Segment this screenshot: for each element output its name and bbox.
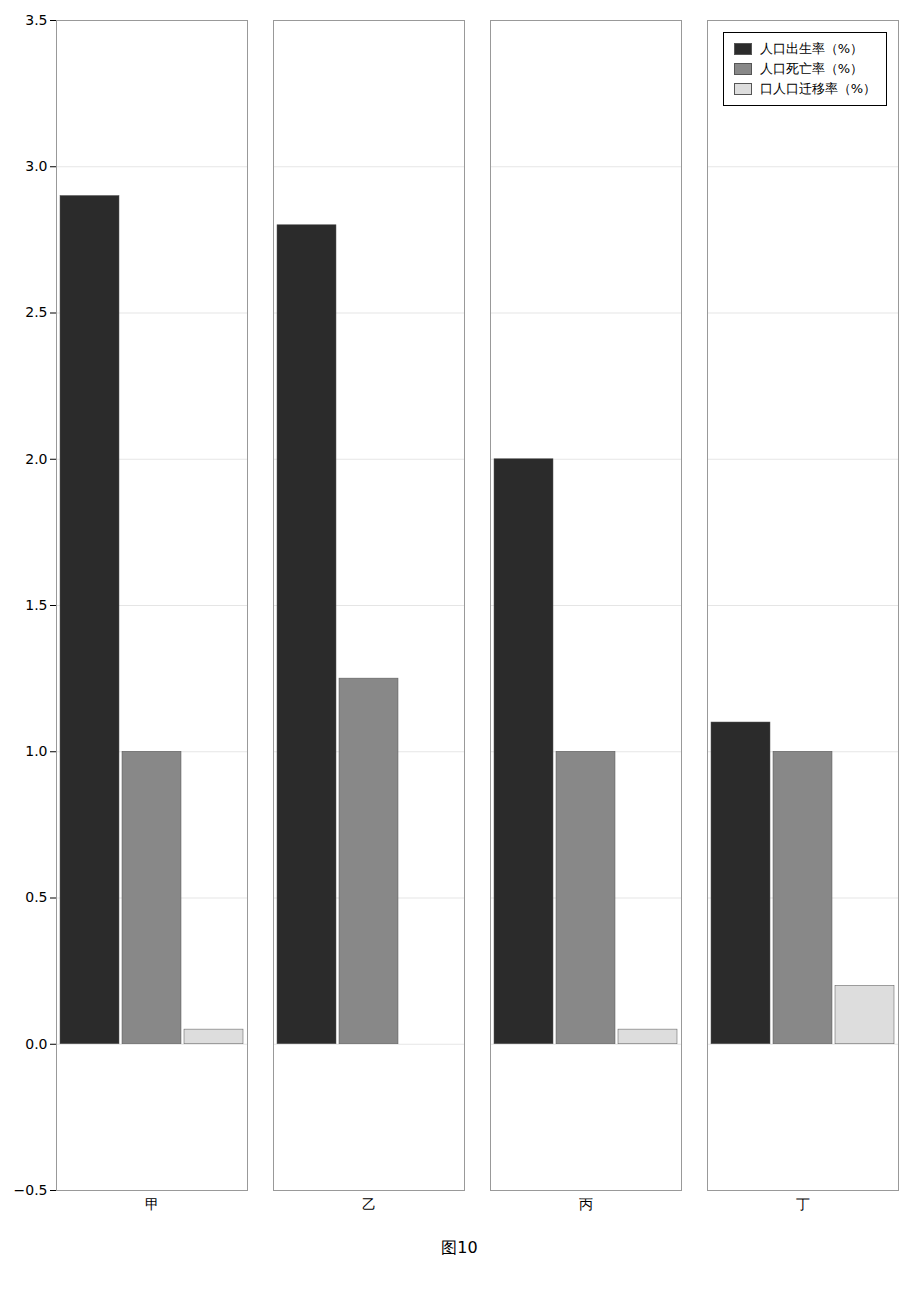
html-text:人口出生率（%）: 人口出生率（%） <box>759 41 863 56</box>
svg-text:2.0: 2.0 <box>25 451 47 467</box>
svg-text:2.5: 2.5 <box>25 304 47 320</box>
html-text:人口死亡率（%）: 人口死亡率（%） <box>759 61 863 76</box>
svg-text:3.5: 3.5 <box>25 12 47 28</box>
svg-text:1.5: 1.5 <box>25 597 47 613</box>
svg-text:3.0: 3.0 <box>25 158 47 174</box>
svg-text:0.0: 0.0 <box>25 1036 47 1052</box>
svg-text:乙: 乙 <box>362 1196 376 1212</box>
svg-text:−0.5: −0.5 <box>14 1182 48 1198</box>
svg-text:甲: 甲 <box>145 1196 159 1212</box>
svg-text:丁: 丁 <box>796 1196 810 1212</box>
svg-text:0.5: 0.5 <box>25 889 47 905</box>
svg-text:1.0: 1.0 <box>25 743 47 759</box>
svg-text:丙: 丙 <box>579 1196 593 1212</box>
html-text:图10: 图10 <box>441 1238 478 1257</box>
html-text:口人口迁移率（%）: 口人口迁移率（%） <box>759 81 876 96</box>
